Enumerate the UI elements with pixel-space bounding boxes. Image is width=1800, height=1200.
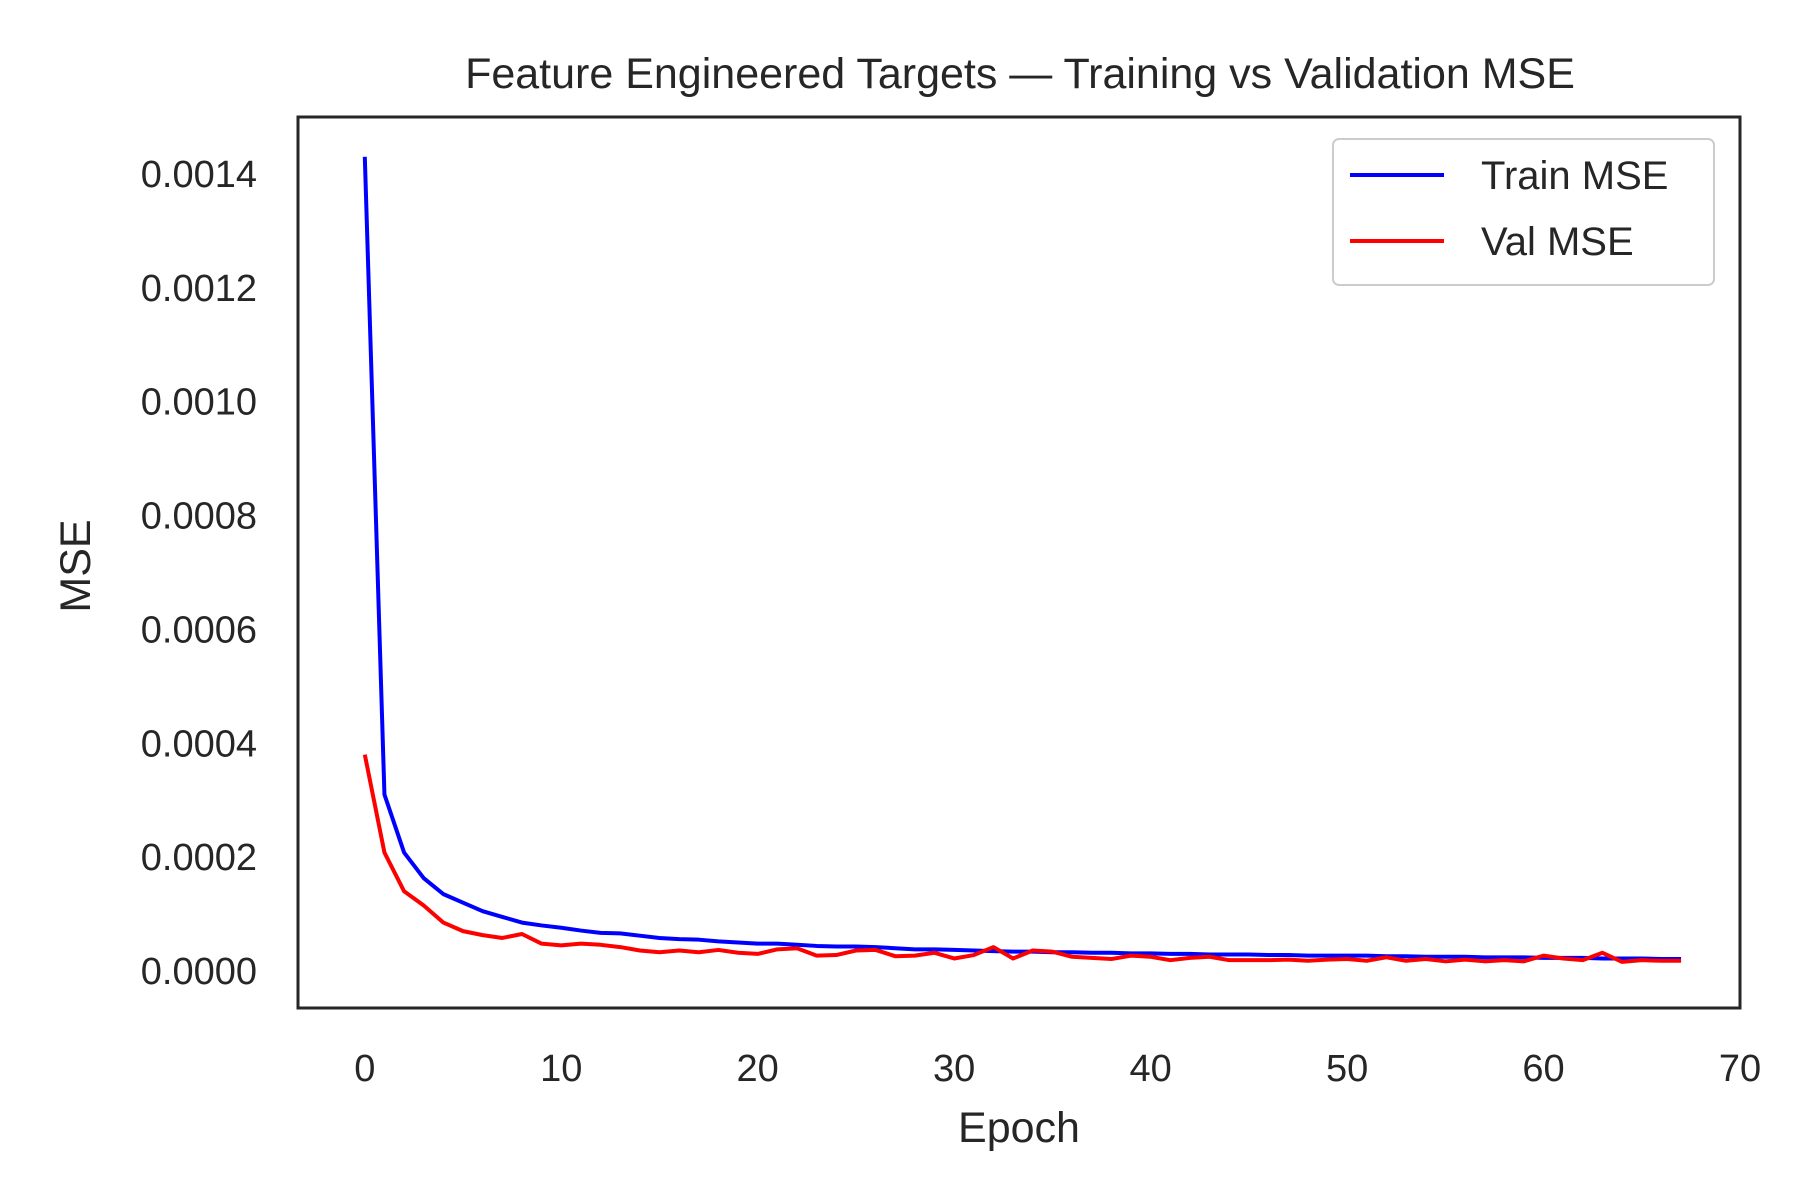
y-tick-label: 0.0014 bbox=[141, 154, 257, 196]
x-tick-label: 20 bbox=[737, 1048, 779, 1090]
x-tick-label: 70 bbox=[1719, 1048, 1761, 1090]
y-tick-label: 0.0006 bbox=[141, 609, 257, 651]
legend-label-train: Train MSE bbox=[1481, 154, 1668, 198]
legend-label-val: Val MSE bbox=[1481, 220, 1634, 264]
legend: Train MSE Val MSE bbox=[1332, 138, 1715, 286]
x-tick-label: 50 bbox=[1326, 1048, 1368, 1090]
y-tick-label: 0.0008 bbox=[141, 496, 257, 538]
y-tick-label: 0.0000 bbox=[141, 951, 257, 993]
y-axis-label: MSE bbox=[52, 519, 100, 612]
ticks-layer: 0 10 20 30 40 50 60 70 0.0000 0.0002 0.0004 0.0006 0… bbox=[141, 154, 1761, 1090]
x-tick-label: 60 bbox=[1522, 1048, 1564, 1090]
val-mse-line bbox=[362, 754, 1682, 964]
x-tick-label: 30 bbox=[933, 1048, 975, 1090]
x-tick-label: 40 bbox=[1129, 1048, 1171, 1090]
y-tick-label: 0.0002 bbox=[141, 837, 257, 879]
y-tick-label: 0.0012 bbox=[141, 268, 257, 310]
x-tick-label: 0 bbox=[354, 1048, 375, 1090]
x-axis-label: Epoch bbox=[958, 1104, 1080, 1152]
x-tick-label: 10 bbox=[540, 1048, 582, 1090]
y-tick-label: 0.0004 bbox=[141, 723, 257, 765]
y-tick-label: 0.0010 bbox=[141, 382, 257, 424]
chart-title: Feature Engineered Targets — Training vs… bbox=[465, 50, 1575, 98]
series-layer bbox=[362, 156, 1682, 964]
plot-frame bbox=[296, 115, 1742, 1010]
train-mse-line bbox=[362, 156, 1682, 962]
